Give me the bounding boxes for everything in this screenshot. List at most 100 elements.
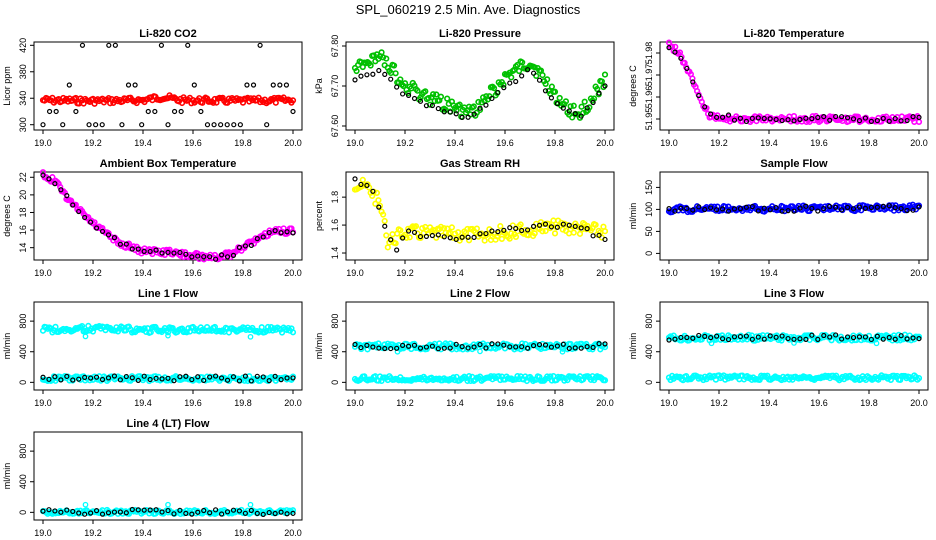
data-point	[584, 226, 590, 232]
y-tick-label: 800	[18, 314, 28, 329]
data-point	[850, 206, 857, 212]
data-point	[839, 336, 845, 342]
data-point	[177, 249, 183, 256]
data-point	[566, 108, 572, 114]
data-point	[844, 115, 851, 121]
data-point	[224, 254, 231, 260]
data-point	[809, 116, 815, 122]
data-point	[719, 206, 726, 212]
data-point	[178, 248, 186, 255]
data-point	[397, 76, 404, 83]
data-point	[601, 228, 609, 235]
data-point	[125, 82, 132, 88]
data-point	[601, 71, 609, 78]
chart-panel-8: Line 2 Flow ml/min 0 400 800 19.0 19.2 19.4 19.6…	[314, 288, 615, 408]
data-point	[441, 234, 447, 240]
data-point	[481, 237, 488, 244]
data-point	[147, 507, 153, 513]
data-point	[242, 243, 248, 249]
data-point	[423, 233, 430, 239]
y-tick-label: 18	[18, 207, 28, 217]
data-point	[40, 374, 46, 380]
data-point	[40, 122, 46, 128]
data-point	[850, 335, 857, 341]
data-point	[145, 108, 151, 115]
y-tick-label: 380	[18, 64, 28, 79]
data-point	[405, 92, 412, 98]
data-point	[714, 114, 720, 120]
data-point	[567, 103, 574, 110]
data-point	[289, 97, 297, 104]
data-point	[39, 169, 47, 176]
data-point	[749, 336, 755, 342]
data-point	[198, 108, 204, 115]
data-point	[827, 117, 833, 123]
data-point	[247, 333, 254, 340]
data-point	[590, 233, 596, 239]
data-point	[129, 246, 135, 252]
x-tick-label: 19.2	[396, 138, 414, 148]
data-point	[401, 80, 409, 87]
data-point	[779, 117, 785, 124]
data-point	[99, 511, 106, 517]
data-point	[248, 378, 254, 384]
data-point	[578, 225, 584, 231]
data-point	[201, 254, 207, 260]
data-point	[548, 344, 555, 350]
data-point	[594, 85, 601, 93]
y-tick-label: 0	[644, 251, 654, 256]
x-tick-label: 19.2	[396, 398, 414, 408]
chart-panel-2: Li-820 Pressure kPa 67.60 67.70 67.80 19.0 19.…	[314, 28, 615, 148]
data-point	[856, 204, 863, 210]
data-point	[64, 507, 70, 513]
data-point	[725, 112, 732, 118]
data-point	[76, 510, 82, 516]
data-point	[141, 373, 147, 379]
data-point	[584, 344, 590, 350]
data-point	[382, 345, 388, 352]
y-tick-label: 1.6	[330, 219, 340, 232]
data-point	[111, 235, 118, 241]
data-point	[767, 116, 773, 122]
data-point	[833, 113, 839, 120]
series-samples	[666, 45, 922, 124]
data-point	[916, 114, 922, 121]
data-point	[242, 373, 248, 379]
data-point	[465, 234, 471, 240]
y-tick-label: 51.98	[644, 42, 654, 65]
x-tick-label: 20.0	[284, 528, 302, 538]
data-point	[874, 204, 880, 210]
data-point	[453, 341, 459, 347]
x-tick-label: 19.0	[346, 398, 364, 408]
data-point	[159, 376, 165, 382]
data-point	[207, 510, 213, 516]
data-point	[886, 203, 892, 209]
chart-title: Line 1 Flow	[138, 288, 198, 300]
data-point	[117, 509, 123, 515]
data-point	[507, 344, 513, 350]
data-point	[684, 205, 690, 212]
y-tick-label: 0	[644, 380, 654, 385]
data-point	[862, 334, 869, 340]
data-point	[204, 122, 211, 128]
data-point	[554, 224, 560, 230]
data-point	[489, 228, 495, 234]
x-tick-label: 19.2	[710, 398, 728, 408]
data-point	[213, 373, 219, 379]
data-point	[158, 42, 165, 48]
data-point	[761, 205, 767, 211]
series-samples	[40, 172, 296, 262]
data-point	[376, 345, 382, 351]
data-point	[435, 346, 441, 352]
data-point	[153, 375, 159, 381]
data-point	[73, 108, 79, 115]
y-tick-label: 1.8	[330, 191, 340, 204]
data-point	[250, 82, 257, 88]
data-point	[447, 345, 453, 351]
data-point	[868, 204, 874, 211]
data-point	[566, 345, 572, 352]
data-point	[708, 111, 714, 117]
data-point	[277, 82, 283, 88]
data-point	[112, 42, 118, 48]
